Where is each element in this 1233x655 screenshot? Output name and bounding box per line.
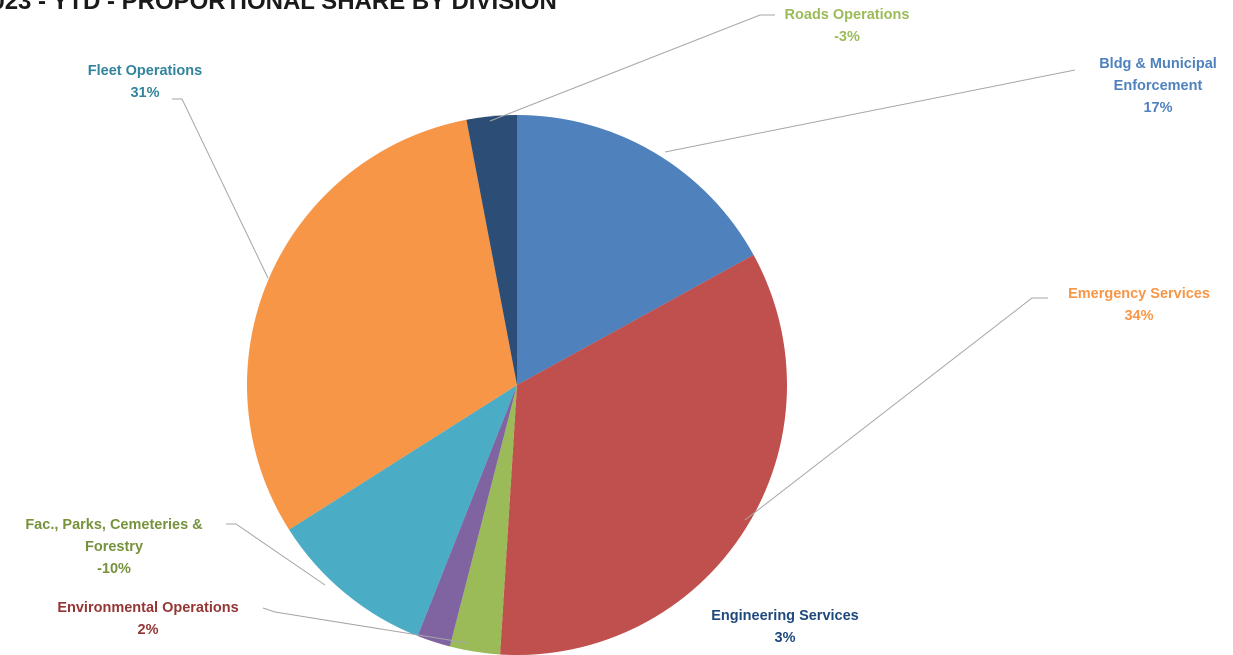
pie-slice [449,385,517,655]
leader-line [172,98,269,279]
data-label: Fleet Operations 31% [88,63,202,101]
data-label-name: Fleet Operations [88,63,202,79]
pie-slice [246,119,517,530]
data-label: Roads Operations -3% [785,7,910,45]
pie-slice [417,385,517,647]
data-label-name: Environmental Operations [57,600,238,616]
leader-lines [172,14,1076,644]
data-label-value: 3% [775,630,796,646]
data-labels: Bldg & Municipal Enforcement 17% Emergency … [25,7,1216,646]
data-label-name: Fac., Parks, Cemeteries & [25,517,203,533]
leader-line [262,607,469,644]
chart-title: 2023 - YTD - PROPORTIONAL SHARE BY DIVIS… [0,0,557,15]
data-label-value: -10% [97,561,131,577]
data-label-name: Enforcement [1114,78,1203,94]
data-label: Engineering Services 3% [711,608,858,646]
pie-slice [289,385,517,637]
data-label-name: Roads Operations [785,7,910,23]
leader-line [664,69,1076,153]
pie-slice [500,254,787,655]
pie-slices [246,115,787,655]
data-label-name: Emergency Services [1068,286,1210,302]
data-label-value: 2% [138,622,159,638]
data-label-name: Forestry [85,539,143,555]
pie-slice [466,115,517,385]
data-label: Emergency Services 34% [1068,286,1210,324]
data-label-name: Engineering Services [711,608,858,624]
data-label-value: 34% [1124,308,1153,324]
pie-slice [517,115,754,385]
data-label-name: Bldg & Municipal [1099,56,1217,72]
leader-line [489,14,775,122]
data-label: Environmental Operations 2% [57,600,238,638]
data-label-value: 31% [130,85,159,101]
data-label-value: 17% [1143,100,1172,116]
leader-line [744,297,1048,521]
data-label-value: -3% [834,29,860,45]
data-label: Bldg & Municipal Enforcement 17% [1099,56,1217,116]
data-label: Fac., Parks, Cemeteries & Forestry -10% [25,517,203,577]
leader-line [226,523,326,586]
